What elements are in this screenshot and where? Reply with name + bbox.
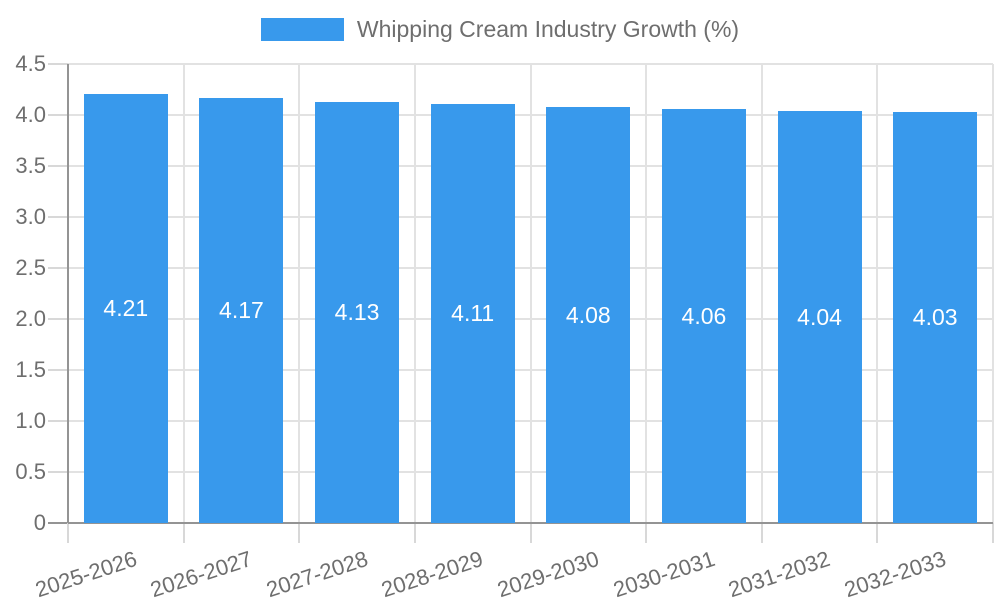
x-axis-category-label: 2026-2027 [147, 546, 256, 600]
bar-2028-2029[interactable] [430, 103, 515, 523]
y-axis-tick-label: 0 [33, 510, 46, 535]
legend-swatch[interactable] [260, 17, 344, 41]
x-axis-tick [645, 523, 648, 543]
y-axis-tick [48, 318, 68, 320]
y-axis-tick-label: 2.0 [15, 306, 46, 331]
vertical-gridline [760, 64, 763, 523]
chart-legend: Whipping Cream Industry Growth (%) [0, 14, 1000, 44]
bar-value-label: 4.04 [797, 303, 842, 330]
bar-2031-2032[interactable] [777, 110, 862, 523]
y-axis-tick-label: 3.5 [15, 153, 46, 178]
y-axis-tick-label: 0.5 [15, 459, 46, 484]
x-axis-category-label: 2031-2032 [725, 546, 834, 600]
vertical-gridline [645, 64, 648, 523]
bar-value-label: 4.06 [681, 302, 727, 329]
x-axis-category-label: 2027-2028 [262, 546, 371, 600]
y-axis-tick-label: 1.5 [15, 357, 46, 382]
x-axis-tick [760, 523, 763, 543]
bar-2029-2030[interactable] [546, 106, 631, 523]
bar-2030-2031[interactable] [661, 108, 746, 523]
x-axis-tick [182, 523, 185, 543]
x-axis-tick [298, 523, 301, 543]
x-axis-category-label: 2030-2031 [609, 546, 718, 600]
vertical-gridline [298, 64, 301, 523]
x-axis-tick [67, 523, 69, 543]
y-axis-tick-label: 1.0 [15, 408, 46, 433]
legend-label[interactable]: Whipping Cream Industry Growth (%) [356, 16, 740, 42]
y-axis-tick [48, 267, 68, 269]
bar-value-label: 4.08 [565, 301, 611, 328]
y-axis-tick-label: 2.5 [15, 255, 46, 280]
bar-value-label: 4.17 [219, 297, 264, 324]
y-axis-tick [48, 114, 68, 116]
x-axis-category-label: 2029-2030 [494, 546, 603, 600]
x-axis-tick [992, 523, 994, 543]
y-axis-tick [48, 369, 68, 371]
bar-value-label: 4.11 [451, 300, 495, 327]
bar-2026-2027[interactable] [199, 97, 284, 523]
x-axis-category-label: 2032-2033 [841, 546, 949, 600]
y-axis-tick [48, 420, 68, 422]
vertical-gridline [992, 64, 994, 523]
x-axis-tick [876, 523, 879, 543]
vertical-gridline [413, 64, 416, 523]
x-axis-category-label: 2025-2026 [31, 546, 140, 600]
vertical-gridline [529, 64, 532, 523]
vertical-gridline [876, 64, 879, 523]
bar-2032-2033[interactable] [893, 111, 978, 523]
x-axis-tick [529, 523, 532, 543]
x-axis-line [68, 522, 993, 524]
bar-value-label: 4.21 [103, 295, 149, 322]
y-axis-tick [48, 471, 68, 473]
x-axis-tick [413, 523, 416, 543]
vertical-gridline [182, 64, 185, 523]
bar-2025-2026[interactable] [83, 93, 168, 523]
bar-2027-2028[interactable] [315, 101, 400, 523]
bar-value-label: 4.03 [912, 304, 958, 331]
y-axis-line [67, 64, 69, 523]
y-axis-tick [48, 165, 68, 167]
y-axis-tick-label: 3.0 [15, 204, 46, 229]
y-axis-tick [48, 216, 68, 218]
y-axis-tick [48, 522, 68, 524]
x-axis-category-label: 2028-2029 [378, 546, 487, 600]
y-axis-tick-label: 4.0 [15, 102, 46, 127]
y-axis-tick-label: 4.5 [15, 51, 46, 76]
y-axis-tick [48, 63, 68, 65]
bar-value-label: 4.13 [334, 299, 380, 326]
